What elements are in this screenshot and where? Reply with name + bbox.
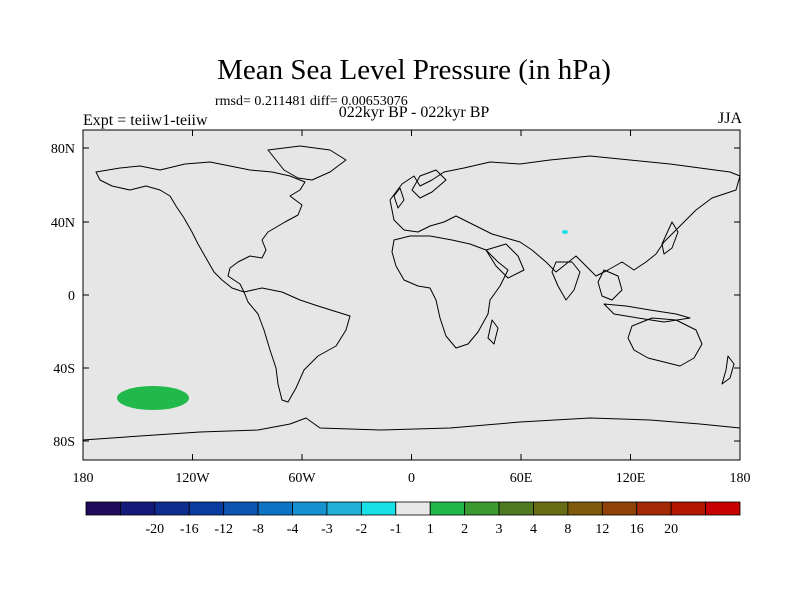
stats-line: rmsd= 0.211481 diff= 0.00653076 — [215, 94, 408, 109]
north-america-coast — [95, 161, 306, 293]
colorbar-swatch — [498, 501, 534, 516]
colorbar-label: 12 — [595, 522, 609, 537]
lat-tick-label: 40N — [51, 216, 75, 231]
eurasia-coast — [389, 155, 741, 277]
scandinavia-coast — [411, 169, 447, 199]
lon-tick-label: 120W — [175, 471, 210, 486]
colorbar-label: -12 — [214, 522, 233, 537]
colorbar-swatch — [223, 501, 259, 516]
new-zealand-coast — [721, 355, 735, 385]
lon-tick-label: 60E — [510, 471, 533, 486]
south-america-coast — [243, 287, 351, 403]
lon-tick-label: 0 — [408, 471, 415, 486]
colorbar-swatch — [567, 501, 603, 516]
colorbar-swatch — [154, 501, 190, 516]
colorbar-swatch — [85, 501, 121, 516]
colorbar-swatch — [188, 501, 225, 516]
colorbar-label: -1 — [390, 522, 402, 537]
colorbar-swatch — [257, 501, 293, 516]
lon-tick-label: 120E — [616, 471, 646, 486]
colorbar-label: 8 — [564, 522, 571, 537]
small-anomaly-region-tibet — [562, 230, 568, 234]
colorbar-swatch — [292, 501, 328, 516]
australia-coast — [627, 317, 703, 367]
colorbar-label: 1 — [427, 522, 434, 537]
lon-tick-label: 60W — [288, 471, 316, 486]
colorbar-label: 16 — [630, 522, 644, 537]
lat-tick-label: 0 — [68, 289, 75, 304]
uk-coast — [393, 187, 405, 209]
chart-title: Mean Sea Level Pressure (in hPa) — [217, 54, 611, 86]
colorbar-label: -20 — [146, 522, 165, 537]
colorbar-swatch — [636, 501, 672, 516]
colorbar-swatch — [670, 501, 706, 516]
colorbar-label: 2 — [461, 522, 468, 537]
indonesia-coast — [603, 303, 691, 323]
colorbar-label: 4 — [530, 522, 537, 537]
colorbar-swatch — [395, 501, 431, 516]
lon-tick-label: 180 — [73, 471, 94, 486]
latitude-axis: 80N 40N 0 40S 80S — [51, 142, 740, 450]
japan-coast — [661, 221, 679, 255]
lon-tick-label: 180 — [730, 471, 751, 486]
period-label: 022kyr BP - 022kyr BP — [338, 104, 490, 121]
colorbar-label: 20 — [664, 522, 678, 537]
colorbar-label: -8 — [252, 522, 264, 537]
colorbar-swatch — [533, 501, 569, 516]
africa-coast — [391, 235, 509, 349]
colorbar-label: -3 — [321, 522, 333, 537]
experiment-label: Expt = teiiw1-teiiw — [83, 112, 208, 129]
antarctica-coast — [82, 417, 741, 441]
longitude-axis: 180 120W 60W 0 60E 120E 180 — [73, 130, 751, 486]
southeast-asia-coast — [597, 269, 623, 301]
lat-tick-label: 80N — [51, 142, 75, 157]
arabia-coast — [485, 243, 525, 279]
colorbar: -20 -16 -12 -8 -4 -3 -2 -1 1 2 3 4 8 12 16 20 — [85, 501, 741, 537]
colorbar-swatch — [326, 501, 362, 516]
colorbar-swatch — [705, 501, 741, 516]
positive-anomaly-region-south-pacific — [117, 386, 189, 410]
colorbar-label: -16 — [180, 522, 199, 537]
colorbar-label: -2 — [356, 522, 368, 537]
colorbar-swatch — [360, 501, 397, 516]
lat-tick-label: 40S — [53, 362, 75, 377]
colorbar-swatch — [120, 501, 156, 516]
colorbar-label: 3 — [496, 522, 503, 537]
madagascar-coast — [487, 319, 499, 345]
colorbar-label: -4 — [287, 522, 299, 537]
india-coast — [551, 261, 581, 301]
lat-tick-label: 80S — [53, 435, 75, 450]
coastlines — [82, 145, 741, 441]
colorbar-swatch — [429, 501, 466, 516]
colorbar-swatch — [464, 501, 500, 516]
map-frame — [82, 129, 741, 461]
colorbar-swatch — [601, 501, 638, 516]
season-label: JJA — [717, 110, 742, 127]
greenland-coast — [267, 145, 347, 181]
